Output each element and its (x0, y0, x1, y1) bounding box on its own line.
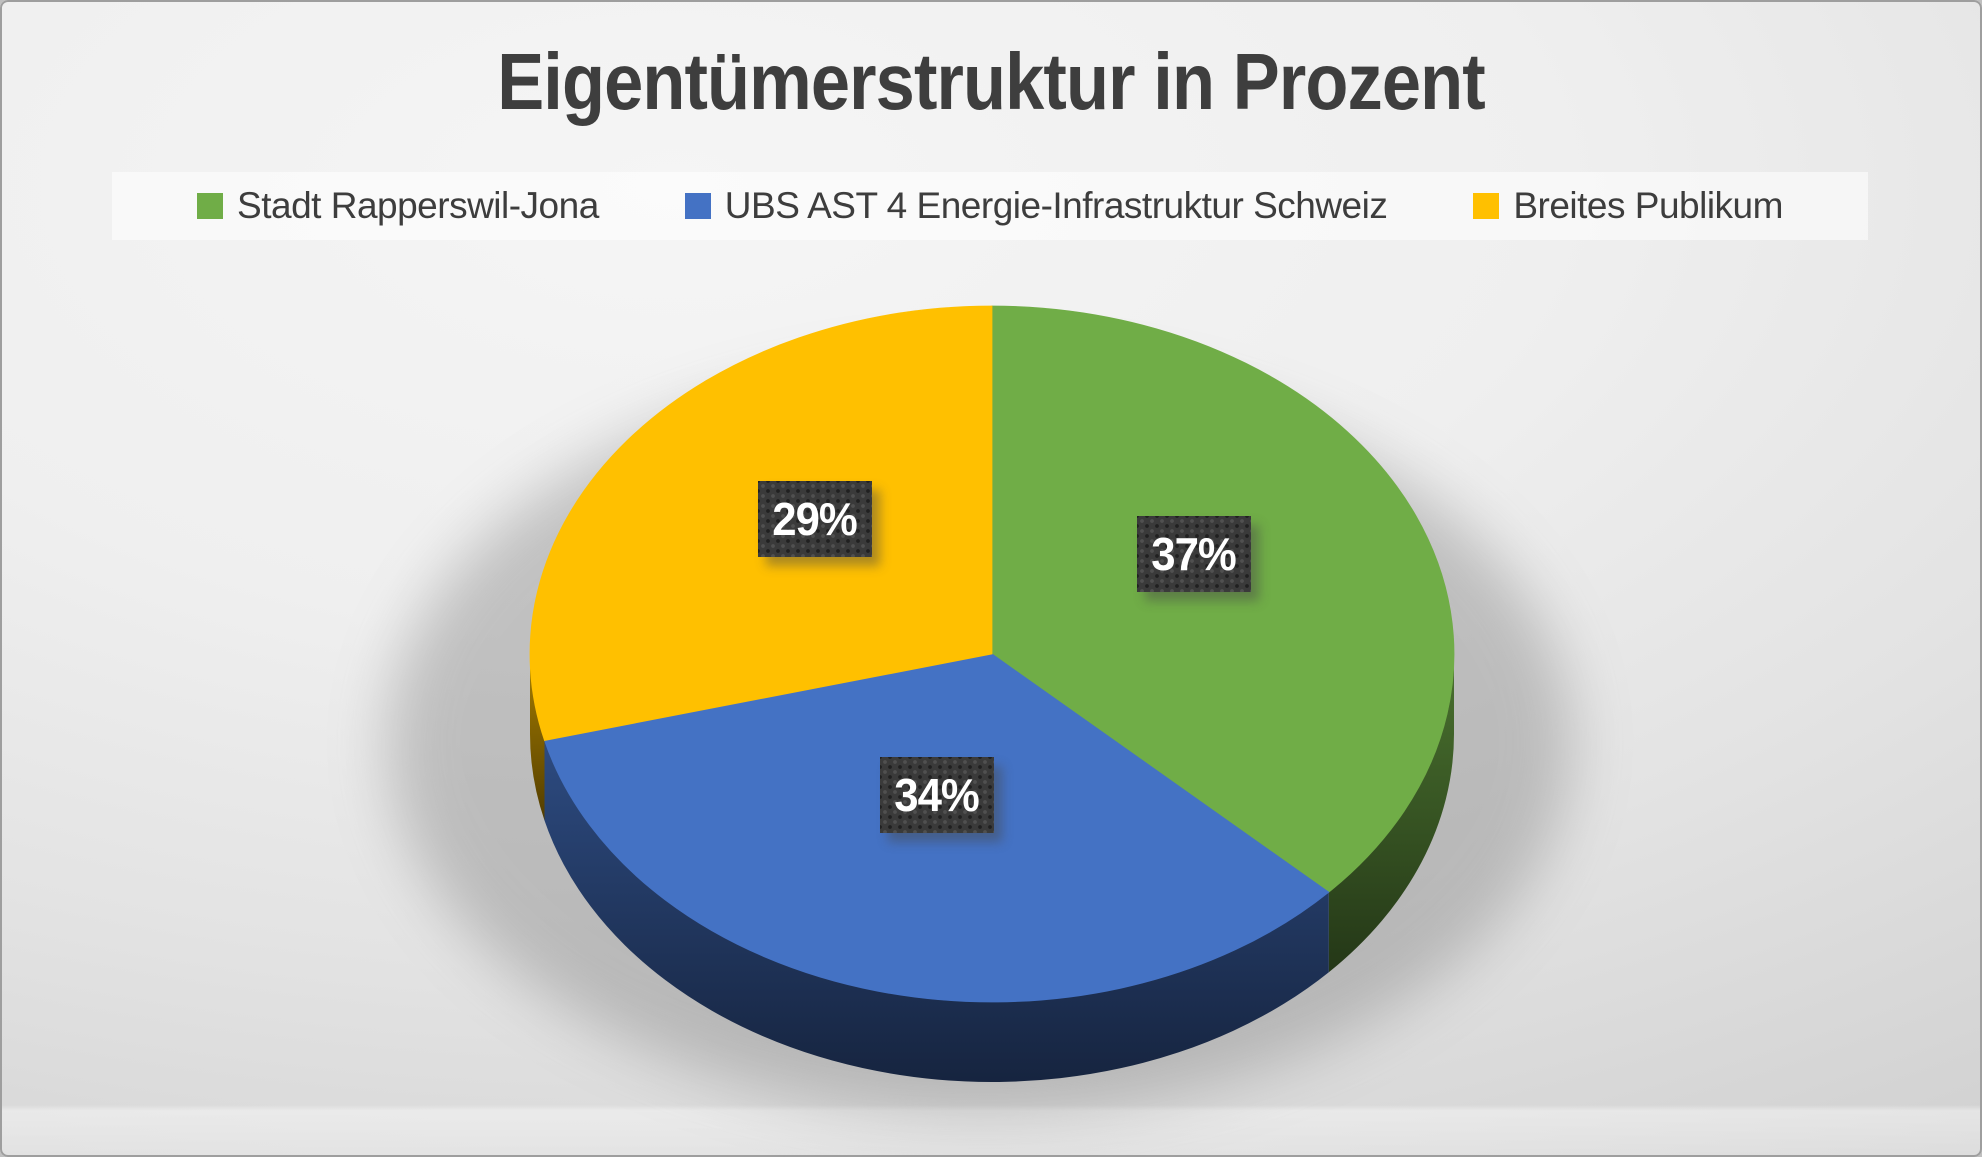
legend-swatch-yellow (1473, 193, 1500, 219)
legend-label: UBS AST 4 Energie-Infrastruktur Schweiz (724, 185, 1388, 226)
legend-label: Breites Publikum (1513, 185, 1783, 226)
legend-swatch-green (197, 193, 224, 219)
pie-slice-0 (991, 305, 1455, 893)
pie-data-label-blue: 34% (880, 757, 994, 833)
chart-title: Eigentümerstruktur in Prozent (497, 37, 1485, 126)
pie-rim-1 (544, 740, 1329, 1082)
chart-legend: Stadt Rapperswil-Jona UBS AST 4 Energie-… (112, 172, 1868, 240)
legend-label: Stadt Rapperswil-Jona (237, 185, 599, 226)
legend-item-stadt: Stadt Rapperswil-Jona (197, 185, 599, 227)
pie-data-label-yellow: 29% (758, 481, 872, 557)
pie-data-label-green: 37% (1137, 516, 1251, 592)
legend-swatch-blue (684, 193, 711, 219)
pie-rim-2 (530, 654, 545, 821)
legend-item-ubs: UBS AST 4 Energie-Infrastruktur Schweiz (684, 185, 1388, 227)
legend-item-publikum: Breites Publikum (1473, 185, 1783, 227)
pie-rim-0 (1328, 654, 1454, 973)
